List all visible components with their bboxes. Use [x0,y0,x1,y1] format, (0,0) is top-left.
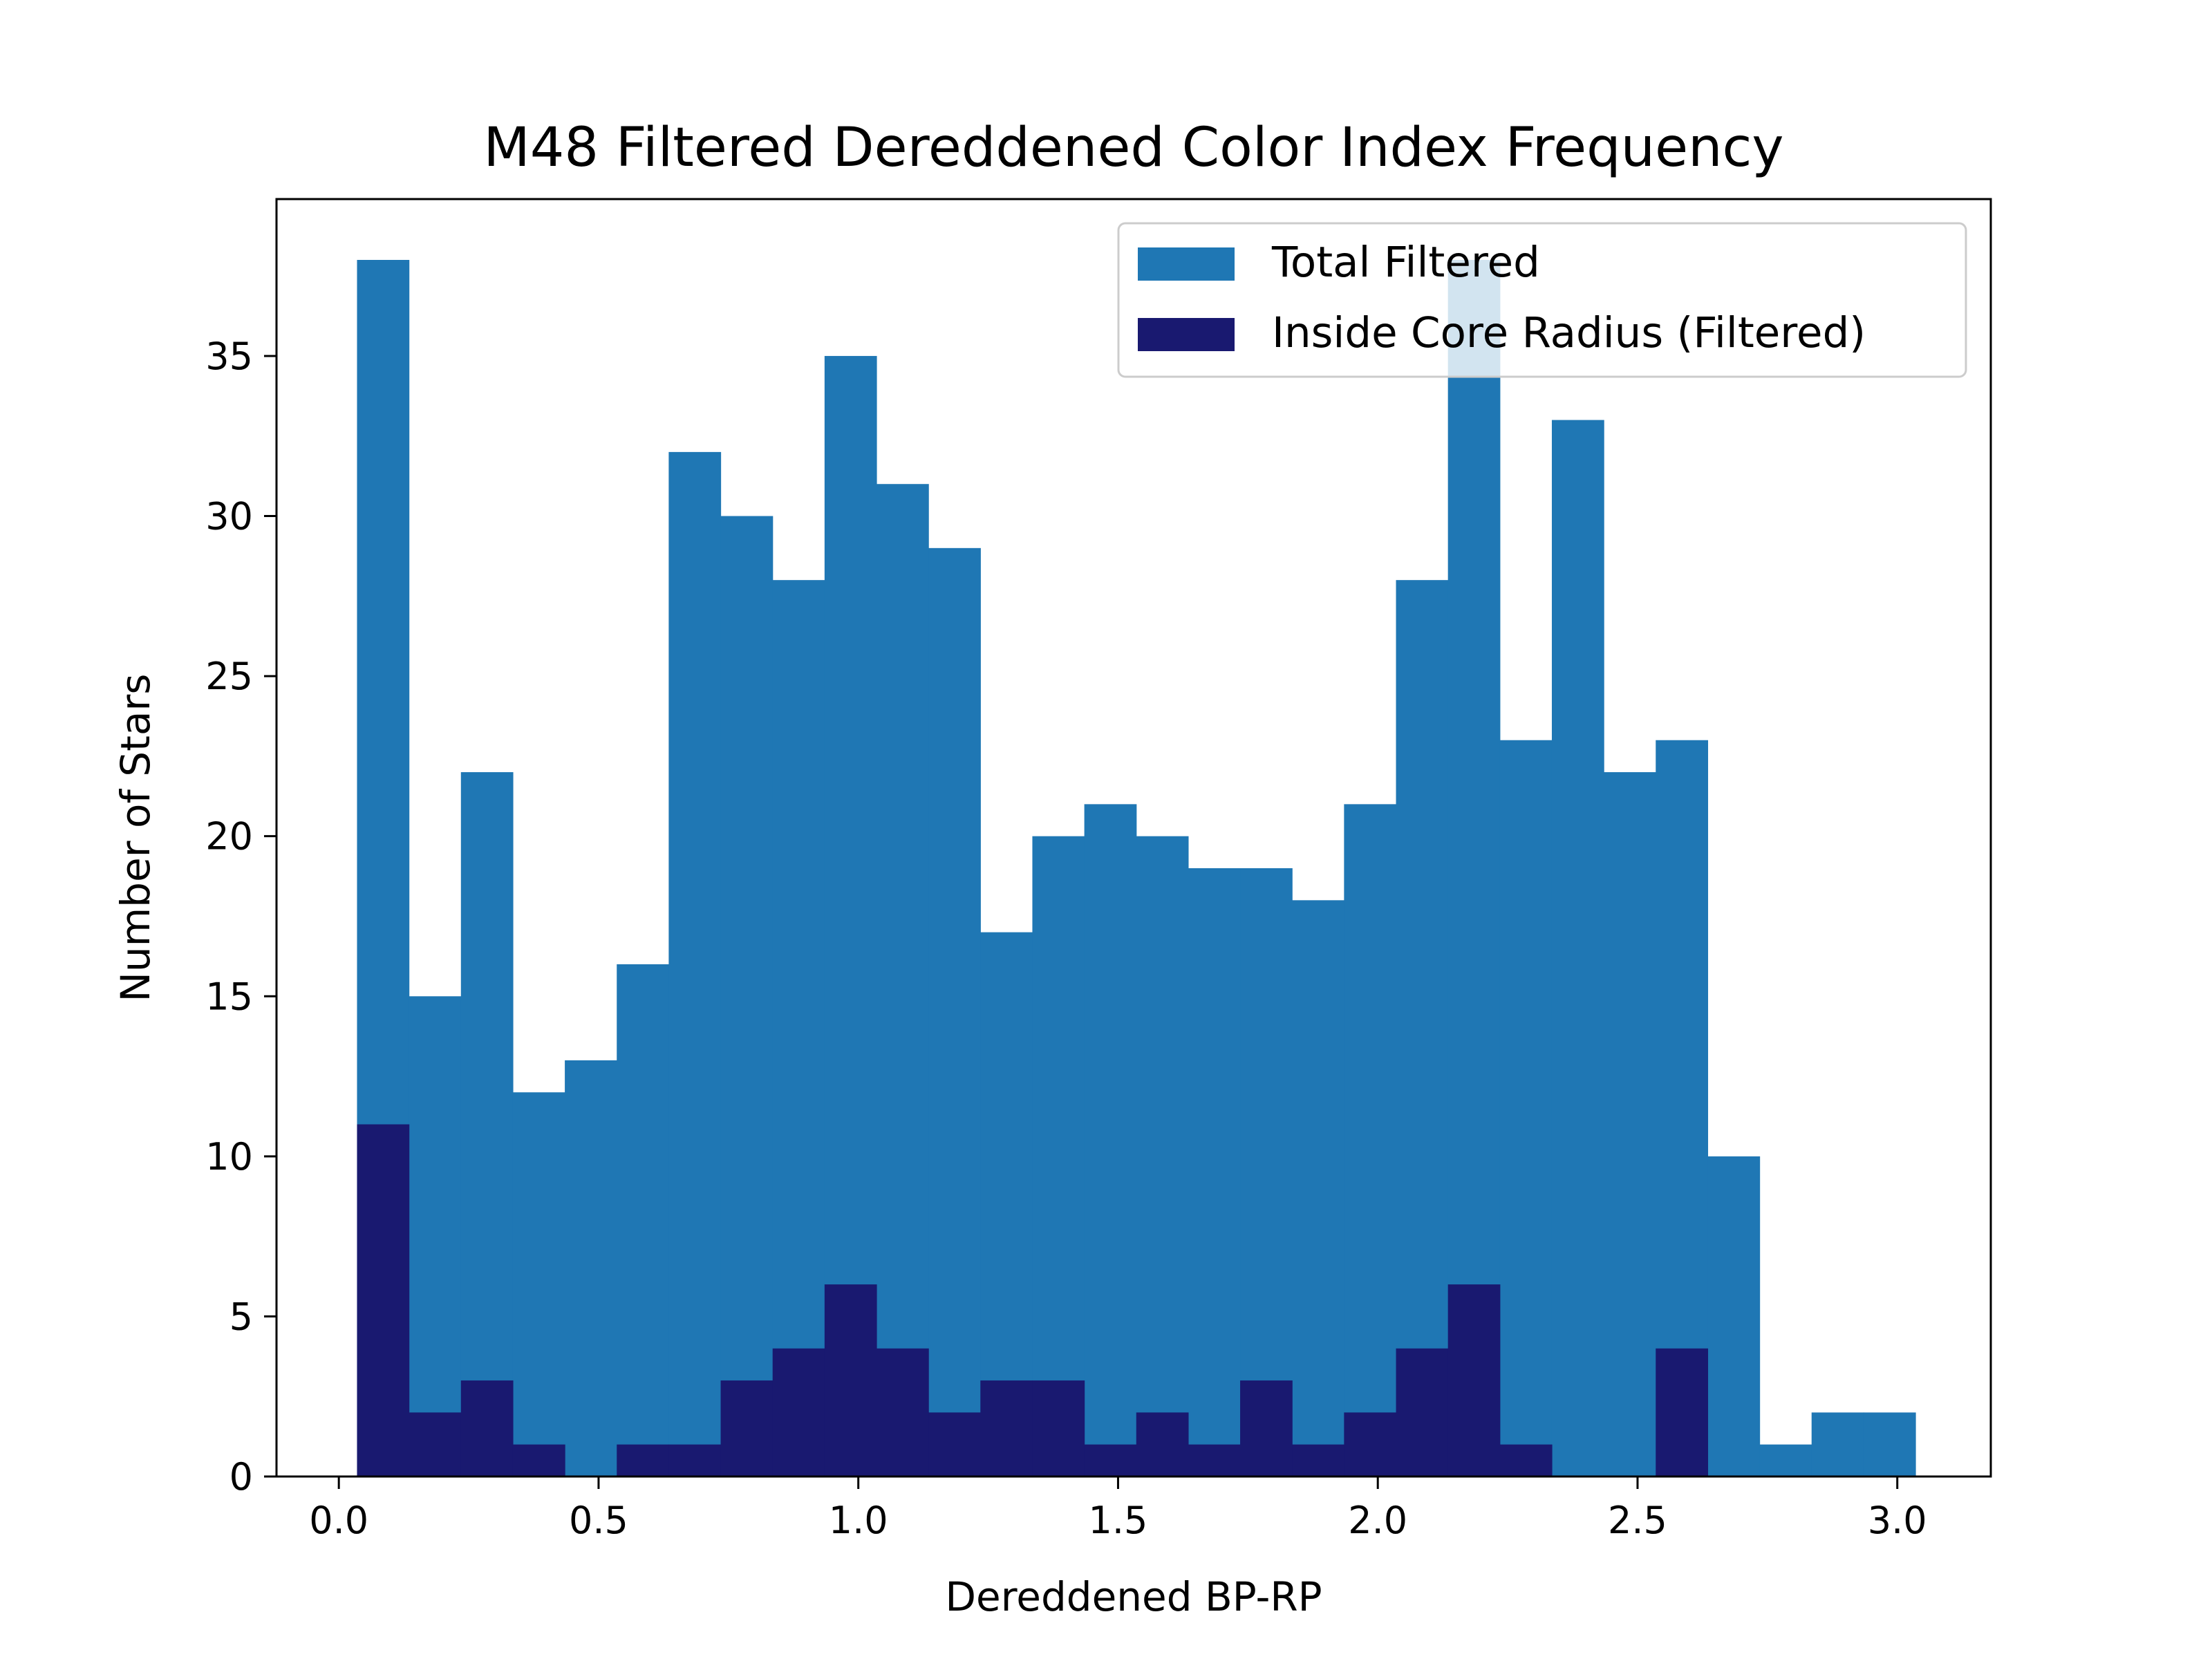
core-bar [1084,1444,1137,1477]
total-bar [720,516,774,1477]
core-bar [1447,1284,1501,1477]
total-bar [1863,1412,1916,1477]
x-tick-label: 0.5 [569,1499,628,1542]
x-tick-label: 2.0 [1348,1499,1407,1542]
total-bar [1551,420,1604,1477]
total-bar [617,964,669,1477]
legend-label-core: Inside Core Radius (Filtered) [1272,308,1866,357]
total-bar [1447,260,1501,1477]
core-bar [357,1124,410,1477]
core-bar [928,1412,981,1477]
plot-frame [275,198,1992,1478]
core-bar [409,1412,462,1477]
chart-title: M48 Filtered Dereddened Color Index Freq… [483,117,1783,179]
core-bar [668,1444,722,1477]
core-bar [980,1380,1033,1477]
legend-swatch-core [1138,318,1235,351]
x-tick-label: 2.5 [1608,1499,1667,1542]
x-tick-label: 1.0 [829,1499,888,1542]
total-bar [1759,1444,1812,1477]
core-radius-bars [357,1124,1709,1477]
total-bar [1344,804,1397,1477]
total-bar [668,451,722,1477]
core-bar [772,1348,825,1477]
total-bar [1707,1156,1761,1477]
total-bar [409,996,462,1477]
core-bar [877,1348,929,1477]
total-bar [1396,580,1449,1477]
x-tick-label: 3.0 [1868,1499,1927,1542]
core-bar [1032,1380,1085,1477]
y-tick-label: 35 [205,335,253,378]
x-tick-label: 0.0 [309,1499,368,1542]
core-bar [1240,1380,1293,1477]
y-axis-label: Number of Stars [112,674,159,1002]
total-bar [772,580,825,1477]
total-bar [1292,900,1344,1477]
legend-swatch-total [1138,247,1235,281]
total-bar [1499,740,1553,1477]
total-bar [1084,804,1137,1477]
core-bar [1188,1444,1241,1477]
total-bar [1032,836,1085,1477]
total-bar [565,1060,617,1477]
core-bar [460,1380,514,1477]
core-bar [720,1380,774,1477]
x-tick-label: 1.5 [1089,1499,1148,1542]
core-bar [1292,1444,1344,1477]
core-bar [1499,1444,1553,1477]
y-axis-ticks: 0 5 10 15 20 25 30 35 [205,335,276,1499]
legend-box [1117,222,1967,378]
legend: Total Filtered Inside Core Radius (Filte… [1117,222,1967,378]
y-tick-label: 25 [205,655,253,698]
core-bar [1136,1412,1189,1477]
total-bar [1811,1412,1864,1477]
x-axis-ticks: 0.0 0.5 1.0 1.5 2.0 2.5 3.0 [309,1477,1927,1542]
total-bar [1188,868,1241,1477]
y-tick-label: 10 [205,1135,253,1179]
y-tick-label: 30 [205,495,253,538]
core-bar [1344,1412,1397,1477]
total-bar [928,547,981,1477]
core-bar [512,1444,565,1477]
total-bar [1604,772,1656,1477]
y-tick-label: 0 [229,1455,253,1499]
y-tick-label: 15 [205,975,253,1018]
core-bar [824,1284,877,1477]
total-bar [1136,836,1189,1477]
x-axis-label: Dereddened BP-RP [945,1573,1322,1620]
y-tick-label: 20 [205,815,253,859]
core-bar [617,1444,669,1477]
total-filtered-bars [357,260,1916,1477]
total-bar [512,1092,565,1477]
total-bar [460,772,514,1477]
total-bar [877,484,929,1477]
legend-label-total: Total Filtered [1271,238,1540,287]
core-bar [1396,1348,1449,1477]
core-bar [1656,1348,1709,1477]
total-bar [1240,868,1293,1477]
y-tick-label: 5 [229,1295,253,1338]
